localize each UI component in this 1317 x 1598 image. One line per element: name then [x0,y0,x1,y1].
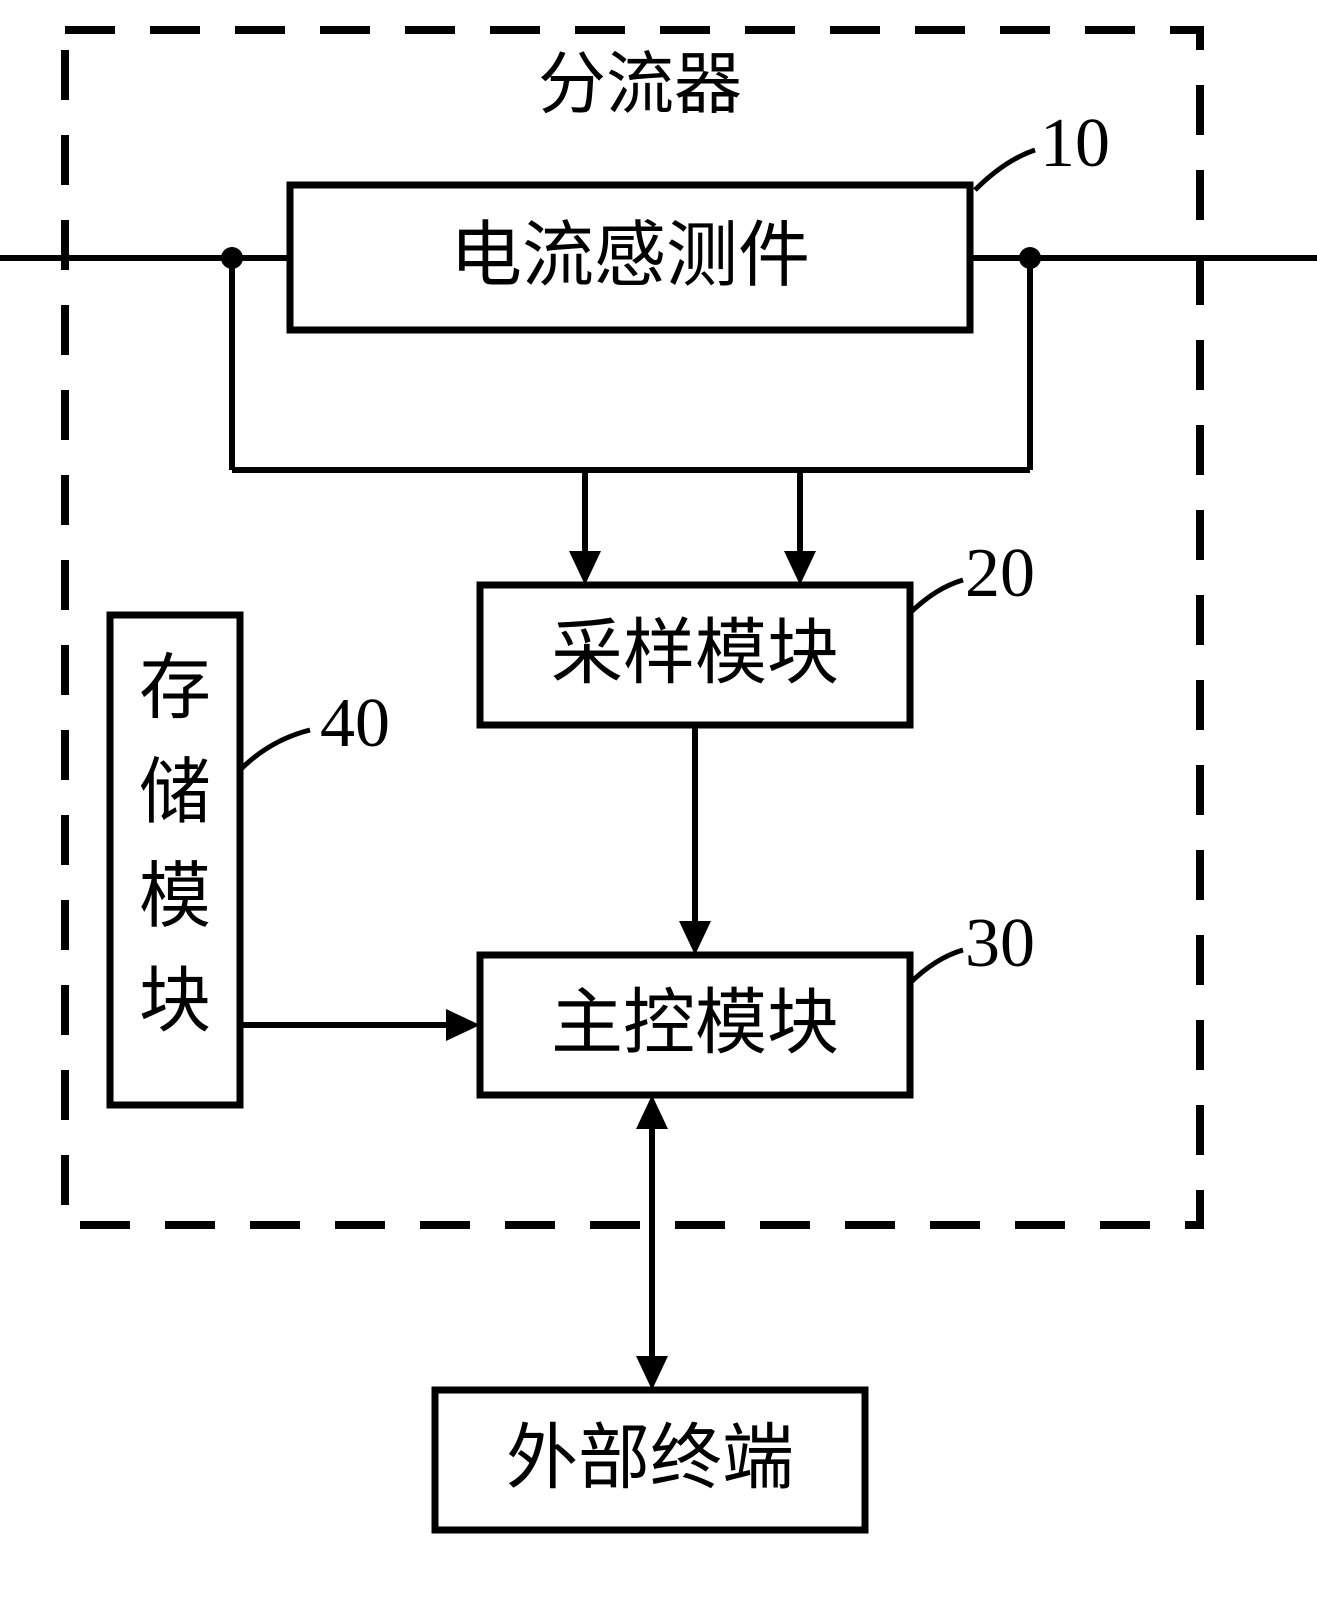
ref-40: 40 [320,685,390,762]
svg-text:块: 块 [139,962,211,1042]
svg-text:存: 存 [139,648,211,728]
svg-text:模: 模 [139,857,211,937]
svg-text:电流感测件: 电流感测件 [450,216,810,296]
ref-20: 20 [965,535,1035,612]
shunt-title: 分流器 [538,47,742,123]
ref-30: 30 [965,905,1035,982]
svg-text:主控模块: 主控模块 [551,983,839,1063]
block-diagram: 分流器电流感测件采样模块主控模块 存储模块外部终端 10 20 30 40 [0,0,1317,1598]
svg-text:储: 储 [139,753,211,833]
svg-text:采样模块: 采样模块 [551,613,839,693]
ref-10: 10 [1040,105,1110,182]
svg-text:外部终端: 外部终端 [506,1418,794,1498]
